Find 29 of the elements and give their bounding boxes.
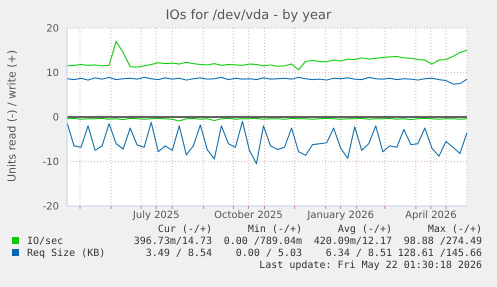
x-tick-label: July 2025: [132, 210, 180, 222]
text: 128.61 /145.66: [396, 248, 482, 260]
text: Avg (-/+): [336, 224, 392, 236]
text: 0.00 / 5.03: [234, 248, 302, 260]
text: 0.00 /789.04m: [222, 236, 302, 248]
chart-title: IOs for /dev/vda - by year: [164, 8, 332, 23]
x-tick-label: January 2026: [306, 210, 374, 222]
text: Last update: Fri May 22 01:30:18 2026: [258, 260, 482, 272]
line-series: [67, 120, 467, 164]
text: Min (-/+): [246, 224, 302, 236]
y-axis-title: Units read (-) / write (+): [6, 50, 18, 182]
text: 3.49 / 8.54: [144, 248, 212, 260]
line-series: [67, 76, 467, 85]
text: Max (-/+): [426, 224, 482, 236]
legend-label: Req Size (KB): [26, 248, 106, 260]
y-tick-label: 20: [46, 24, 59, 35]
legend-label: IO/sec: [26, 236, 64, 248]
text: Cur (-/+): [156, 224, 212, 236]
y-tick-label: -10: [42, 157, 59, 168]
y-tick-label: -20: [42, 202, 59, 213]
x-tick-label: April 2026: [405, 210, 457, 222]
x-tick-label: October 2025: [214, 210, 283, 222]
text: 420.09m/12.17: [312, 236, 392, 248]
text: 6.34 / 8.51: [324, 248, 392, 260]
y-tick-label: 0: [52, 112, 59, 124]
line-series: [67, 40, 467, 70]
text: 396.73m/14.73: [132, 236, 212, 248]
text: 98.88 /274.49: [402, 236, 482, 248]
y-tick-label: 10: [46, 68, 59, 80]
